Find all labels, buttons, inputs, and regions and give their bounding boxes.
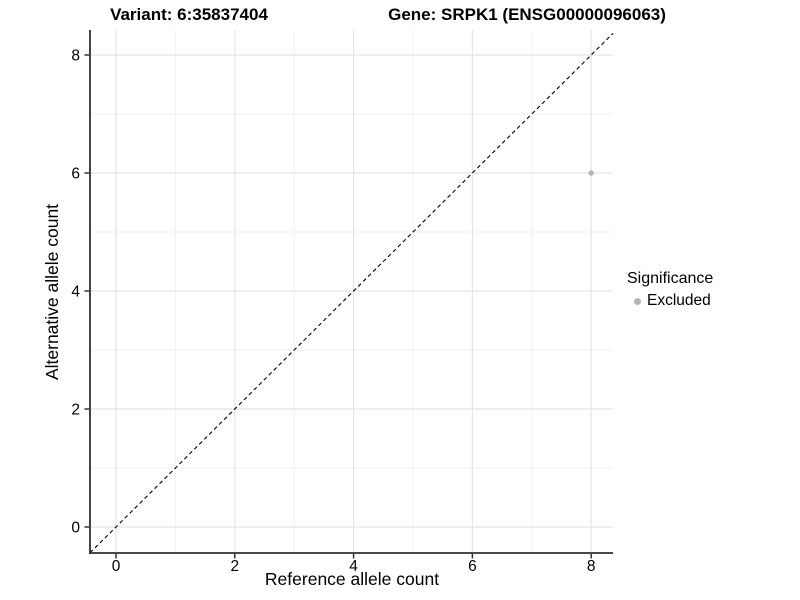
y-axis-title: Alternative allele count bbox=[42, 204, 62, 380]
y-tick-label: 4 bbox=[71, 284, 80, 301]
x-tick-label: 2 bbox=[230, 558, 239, 575]
identity-dashed-line bbox=[89, 32, 614, 554]
scatter-point bbox=[588, 170, 594, 176]
legend-item-excluded: Excluded bbox=[627, 292, 713, 310]
identity-line bbox=[89, 32, 614, 554]
y-tick-label: 0 bbox=[71, 520, 80, 537]
y-tick-label: 8 bbox=[71, 48, 80, 65]
x-tick-label: 0 bbox=[112, 558, 121, 575]
legend: Significance Excluded bbox=[627, 269, 713, 310]
y-tick-label: 2 bbox=[71, 402, 80, 419]
x-tick-label: 8 bbox=[587, 558, 596, 575]
variant-title: Variant: 6:35837404 bbox=[110, 5, 268, 24]
x-tick-label: 6 bbox=[468, 558, 477, 575]
gene-title: Gene: SRPK1 (ENSG00000096063) bbox=[388, 5, 666, 24]
x-tick-label: 4 bbox=[349, 558, 358, 575]
legend-item-label: Excluded bbox=[647, 292, 711, 309]
y-tick-label: 6 bbox=[71, 166, 80, 183]
excluded-dot-icon bbox=[634, 297, 641, 305]
legend-title: Significance bbox=[627, 270, 714, 287]
gridlines bbox=[90, 30, 613, 553]
data-points bbox=[588, 170, 594, 176]
axes bbox=[84, 30, 613, 559]
x-axis-title: Reference allele count bbox=[265, 569, 439, 589]
tick-labels: 0 2 4 6 8 0 2 4 6 8 bbox=[71, 48, 595, 576]
